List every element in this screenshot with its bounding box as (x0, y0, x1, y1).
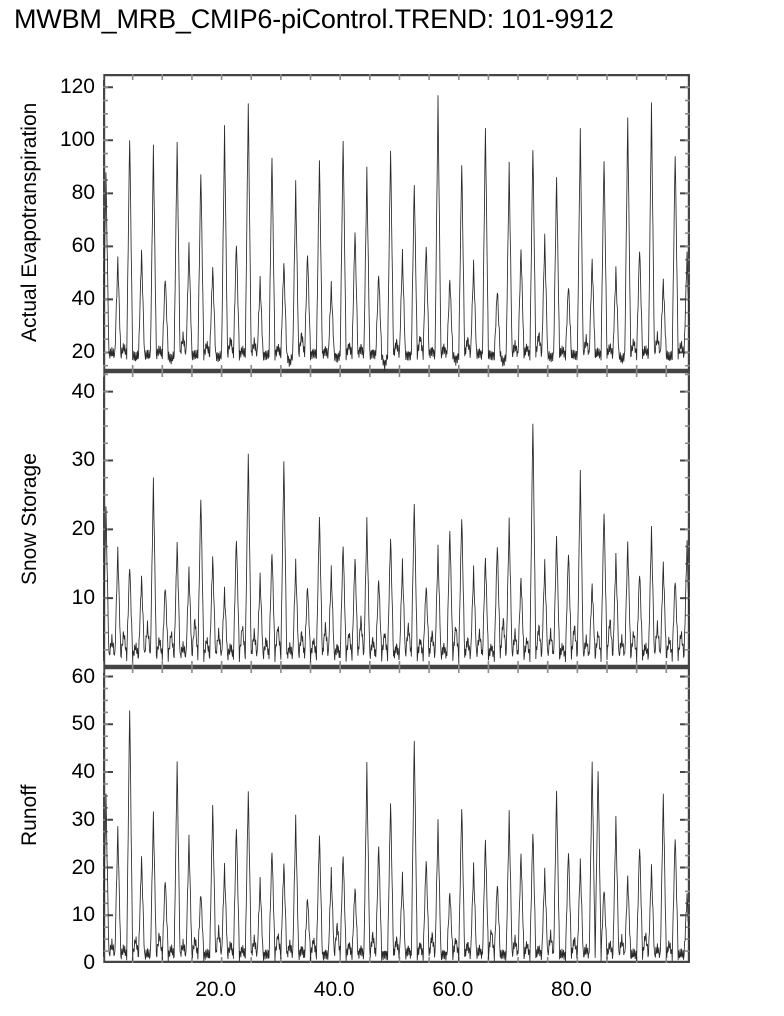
y-tick-label: 20 (71, 340, 95, 364)
y-tick-label: 60 (71, 664, 95, 688)
y-tick-label: 0 (83, 951, 95, 974)
plot-area-aet (103, 74, 690, 371)
series-line-runoff (103, 710, 690, 962)
x-tick-label: 20.0 (195, 978, 237, 1001)
plot-area-runoff (103, 667, 690, 963)
x-tick-labels: 20.0 40.0 60.0 80.0 (0, 978, 784, 1008)
y-tick-label: 30 (71, 807, 95, 831)
y-tick-label: 100 (59, 128, 95, 152)
plot-area-snow (103, 371, 690, 667)
y-tick-label: 80 (71, 181, 95, 205)
y-tick-label: 20 (71, 517, 95, 541)
y-tick-label: 40 (71, 760, 95, 784)
y-tick-label: 60 (71, 234, 95, 258)
series-line-snow (103, 423, 690, 663)
y-tick-label: 50 (71, 712, 95, 736)
series-line-aet (103, 95, 690, 371)
panel-runoff (103, 667, 690, 963)
panel-actual-evapotranspiration (103, 74, 690, 371)
x-tick-label: 80.0 (550, 978, 592, 1001)
y-axis-label-aet: Actual Evapotranspiration (18, 102, 41, 343)
x-tick-label: 60.0 (432, 978, 474, 1001)
y-tick-label: 40 (71, 287, 95, 311)
y-tick-label: 20 (71, 855, 95, 879)
y-tick-label: 120 (59, 75, 95, 99)
y-tick-label: 10 (71, 586, 95, 610)
x-tick-label: 40.0 (313, 978, 355, 1001)
panel-snow-storage (103, 371, 690, 667)
page-title: MWBM_MRB_CMIP6-piControl.TREND: 101-9912 (14, 4, 614, 34)
y-tick-label: 40 (71, 379, 95, 403)
y-tick-label: 10 (71, 903, 95, 927)
y-tick-label: 30 (71, 448, 95, 472)
